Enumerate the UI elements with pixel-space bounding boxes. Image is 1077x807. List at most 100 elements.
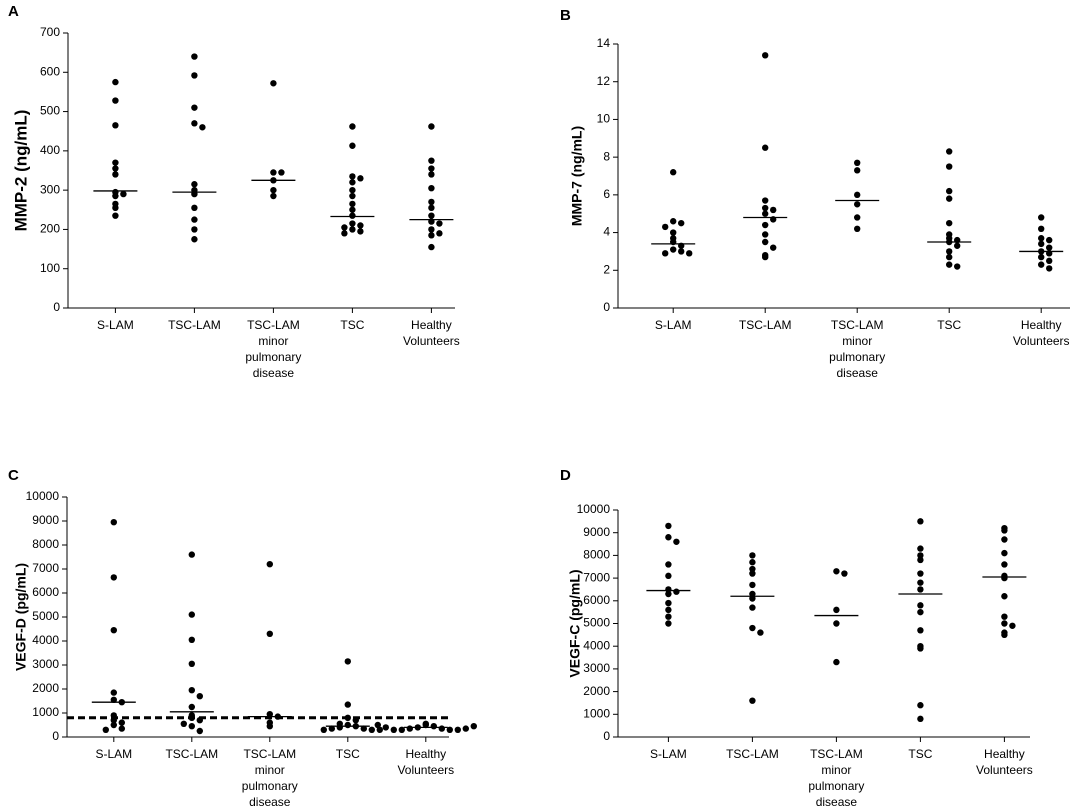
data-point (946, 187, 953, 195)
data-point (320, 726, 327, 733)
data-point (102, 726, 110, 733)
data-point (749, 552, 756, 559)
data-point (665, 620, 672, 627)
data-point (1009, 622, 1016, 629)
x-tick-label: Healthy Volunteers (1013, 318, 1070, 348)
data-point (278, 169, 285, 176)
data-point (833, 568, 840, 575)
data-point (1001, 593, 1008, 600)
data-point (770, 244, 777, 251)
data-point (428, 171, 435, 178)
data-point (112, 159, 119, 166)
data-point (917, 608, 924, 616)
data-point (686, 250, 693, 257)
data-point (112, 122, 119, 129)
data-point (854, 225, 861, 232)
data-point (954, 242, 961, 249)
data-point (749, 559, 756, 566)
data-point (917, 627, 924, 634)
data-point (757, 629, 764, 636)
data-point (1046, 236, 1053, 244)
data-point (470, 723, 477, 730)
x-tick-label: TSC-LAM (165, 747, 218, 761)
data-point (1001, 536, 1008, 543)
data-point (349, 212, 356, 219)
data-point (946, 195, 953, 202)
data-point (270, 192, 277, 200)
data-point (462, 725, 469, 732)
data-point (191, 104, 198, 111)
y-tick-label: 4000 (583, 638, 610, 652)
x-tick-label: S-LAM (97, 318, 134, 332)
data-point (670, 169, 677, 176)
data-point (665, 572, 672, 580)
x-tick-label: TSC-LAM minor pulmonary disease (829, 318, 885, 380)
data-point (270, 186, 277, 194)
data-point (670, 218, 677, 225)
data-point (665, 606, 672, 614)
y-tick-label: 7000 (32, 561, 59, 575)
data-point (341, 224, 348, 231)
data-point (841, 570, 848, 577)
data-point (196, 693, 203, 700)
x-tick-label: TSC-LAM (739, 318, 792, 332)
data-point (762, 197, 769, 204)
data-point (349, 123, 356, 130)
data-point (349, 220, 356, 227)
data-point (917, 545, 924, 552)
data-point (917, 645, 924, 652)
y-tick-label: 5000 (583, 616, 610, 630)
y-tick-label: 5000 (32, 609, 59, 623)
data-point (180, 720, 187, 727)
data-point (357, 175, 364, 182)
y-tick-label: 8 (603, 149, 610, 163)
data-point (112, 165, 119, 172)
data-point (349, 200, 356, 208)
data-point (196, 727, 203, 735)
data-point (110, 574, 118, 581)
data-point (344, 721, 351, 729)
data-point (833, 620, 840, 627)
y-tick-label: 0 (603, 729, 610, 743)
y-tick-label: 6000 (583, 593, 610, 607)
data-point (112, 212, 119, 219)
y-tick-label: 6000 (32, 585, 59, 599)
data-point (110, 721, 118, 729)
data-point (349, 142, 356, 149)
y-tick-label: 0 (53, 300, 60, 314)
data-point (917, 602, 924, 609)
y-tick-label: 10000 (26, 489, 60, 503)
y-tick-label: 100 (40, 261, 60, 275)
data-point (854, 167, 861, 174)
data-point (110, 696, 118, 703)
y-tick-label: 1000 (32, 705, 59, 719)
data-point (1038, 261, 1045, 268)
data-point (917, 556, 924, 564)
y-tick-label: 2 (603, 262, 610, 276)
data-point (390, 726, 397, 733)
data-point (436, 220, 443, 227)
data-point (665, 613, 672, 620)
data-point (1038, 214, 1045, 221)
x-tick-label: TSC (908, 747, 932, 761)
data-point (833, 606, 840, 614)
y-axis-label: MMP-7 (ng/mL) (569, 126, 585, 226)
data-point (917, 552, 924, 559)
data-point (749, 697, 756, 704)
panel-label: B (560, 7, 571, 24)
data-point (854, 214, 861, 221)
y-tick-label: 8000 (583, 548, 610, 562)
data-point (266, 723, 273, 730)
y-tick-label: 3000 (32, 657, 59, 671)
data-point (344, 658, 351, 665)
data-point (328, 725, 335, 732)
y-tick-label: 14 (597, 36, 611, 50)
data-point (946, 253, 953, 261)
y-axis-label: MMP-2 (ng/mL) (11, 110, 30, 232)
data-point (665, 534, 672, 541)
data-point (749, 604, 756, 611)
data-point (917, 715, 924, 723)
data-point (191, 72, 198, 79)
y-tick-label: 2000 (583, 684, 610, 698)
